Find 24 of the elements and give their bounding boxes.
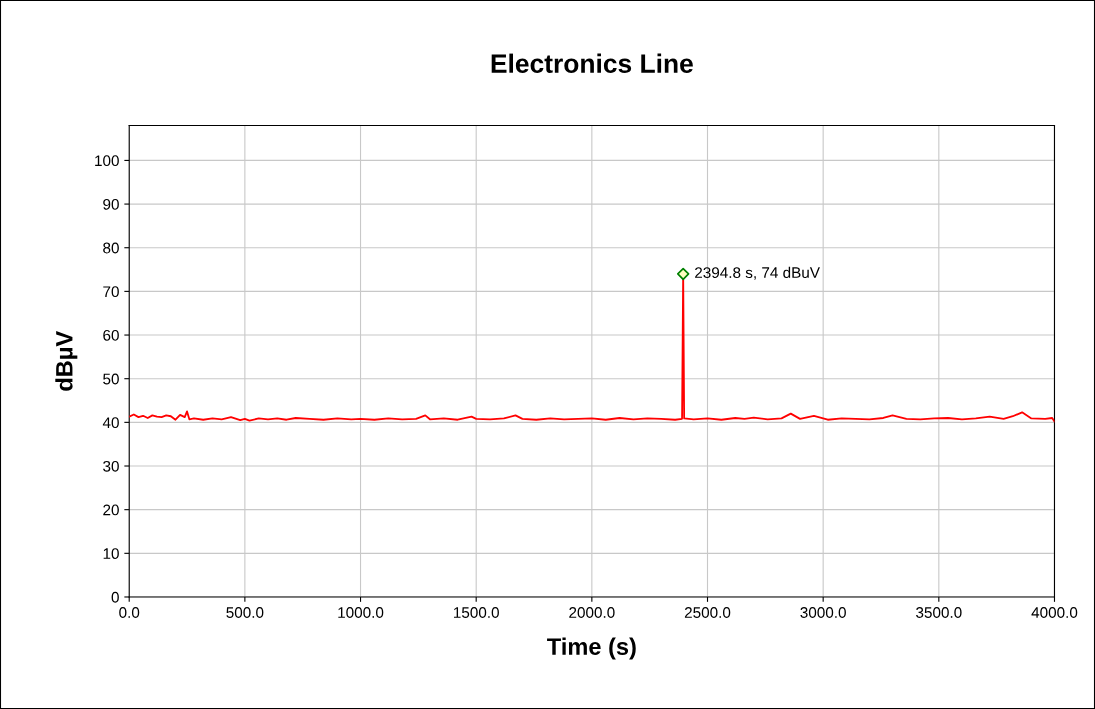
y-tick-label: 70 bbox=[103, 286, 119, 298]
y-tick-label: 100 bbox=[95, 155, 119, 167]
y-tick-label: 40 bbox=[102, 417, 119, 429]
y-tick-label: 20 bbox=[103, 504, 119, 516]
x-tick-label: 500.0 bbox=[226, 607, 264, 618]
y-tick-label: 80 bbox=[103, 242, 119, 254]
x-tick-label: 2500.0 bbox=[684, 607, 731, 618]
x-tick-label: 4000.0 bbox=[1031, 607, 1078, 618]
y-tick-label: 10 bbox=[103, 548, 119, 560]
y-tick-label: 0 bbox=[111, 591, 119, 603]
y-axis-title: dBµV bbox=[55, 330, 78, 391]
x-tick-label: 3000.0 bbox=[800, 607, 846, 618]
x-tick-label: 0.0 bbox=[119, 607, 140, 618]
x-tick-label: 1500.0 bbox=[453, 607, 499, 618]
x-axis-title: Time (s) bbox=[547, 637, 636, 660]
y-tick-label: 30 bbox=[103, 460, 119, 472]
y-tick-label: 50 bbox=[103, 373, 119, 385]
x-tick-label: 1000.0 bbox=[338, 607, 384, 618]
annotation: 2394.8 s, 74 dBuV bbox=[695, 266, 820, 280]
y-tick-label: 90 bbox=[103, 198, 119, 210]
x-tick-label: 2000.0 bbox=[569, 607, 615, 618]
y-tick-label: 60 bbox=[103, 329, 119, 341]
x-tick-label: 3500.0 bbox=[916, 607, 962, 618]
chart-title: Electronics Line bbox=[491, 53, 693, 73]
